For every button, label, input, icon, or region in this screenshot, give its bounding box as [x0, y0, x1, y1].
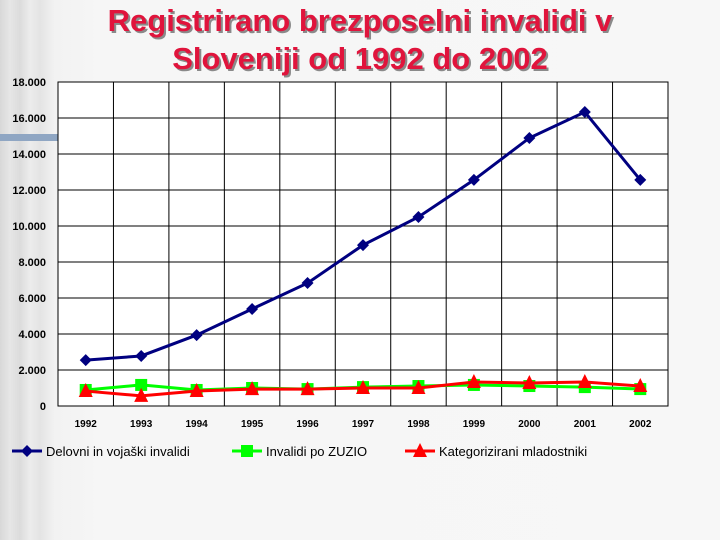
data-point [578, 106, 591, 119]
chart-title: Registrirano brezposelni invalidi v Slov… [0, 2, 720, 78]
y-tick-label: 6.000 [18, 293, 46, 305]
legend-item-2: Kategorizirani mladostniki [405, 443, 587, 459]
data-point [79, 354, 92, 367]
data-point [467, 173, 480, 186]
data-point [577, 374, 592, 389]
legend-item-0: Delovni in vojaški invalidi [12, 444, 190, 459]
data-point [135, 349, 148, 362]
data-point [633, 378, 648, 393]
legend-label: Kategorizirani mladostniki [439, 444, 587, 459]
data-point [466, 374, 481, 389]
x-tick-label: 1999 [463, 419, 486, 430]
series-0 [79, 106, 647, 367]
legend-label: Invalidi po ZUZIO [266, 444, 367, 459]
x-tick-label: 2000 [518, 419, 541, 430]
title-line-2: Sloveniji od 1992 do 2002 [172, 41, 548, 76]
data-point [357, 239, 369, 252]
series-2 [78, 374, 648, 402]
x-tick-label: 2001 [574, 419, 597, 430]
title-line-1: Registrirano brezposelni invalidi v [107, 3, 613, 38]
data-point [411, 380, 426, 394]
legend-marker [241, 445, 253, 457]
legend-marker [21, 445, 33, 457]
y-tick-label: 2.000 [18, 365, 46, 377]
data-point [245, 381, 260, 396]
data-point [134, 387, 149, 402]
legend-marker [413, 443, 427, 457]
y-tick-label: 10.000 [12, 221, 46, 233]
x-tick-label: 1994 [186, 419, 209, 430]
data-point [523, 131, 536, 144]
data-point [190, 329, 203, 342]
x-tick-label: 1998 [407, 419, 430, 430]
y-tick-label: 18.000 [12, 77, 46, 89]
data-point [301, 277, 314, 290]
data-point [356, 380, 370, 394]
legend-item-1: Invalidi po ZUZIO [232, 444, 367, 459]
x-tick-label: 2002 [629, 419, 652, 430]
y-tick-label: 8.000 [18, 257, 46, 269]
x-tick-label: 1993 [130, 419, 153, 430]
x-tick-label: 1996 [296, 419, 319, 430]
x-tick-label: 1995 [241, 419, 264, 430]
legend-label: Delovni in vojaški invalidi [46, 444, 190, 459]
x-tick-label: 1997 [352, 419, 375, 430]
data-point [135, 378, 148, 391]
x-tick-label: 1992 [75, 419, 98, 430]
data-point [78, 383, 93, 398]
y-tick-label: 12.000 [12, 185, 46, 197]
data-point [634, 173, 647, 186]
data-point [246, 302, 259, 315]
y-tick-label: 4.000 [18, 329, 46, 341]
data-point [412, 211, 425, 223]
y-tick-label: 14.000 [12, 149, 46, 161]
y-tick-label: 16.000 [12, 113, 46, 125]
data-point [189, 383, 204, 398]
data-point [300, 381, 315, 396]
data-point [522, 374, 537, 389]
y-tick-label: 0 [40, 401, 46, 413]
